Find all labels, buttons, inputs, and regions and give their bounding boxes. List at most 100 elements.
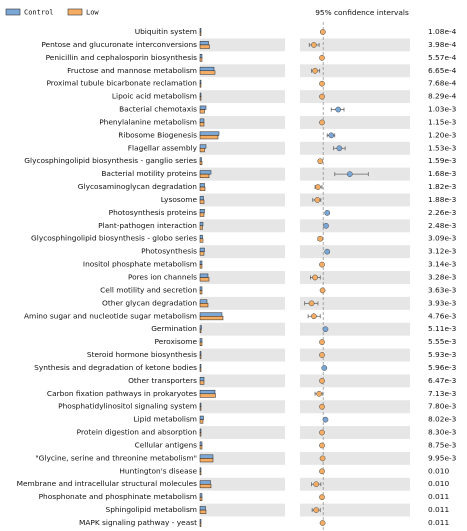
difference-point: [319, 261, 325, 268]
row-band: [200, 503, 285, 517]
difference-point: [323, 222, 329, 229]
difference-point: [313, 507, 320, 513]
bar: [199, 251, 205, 256]
bar: [199, 441, 203, 446]
p-value: 3.63e-3: [428, 285, 457, 294]
difference-point: [312, 67, 318, 74]
bar: [199, 299, 208, 304]
bar: [199, 286, 203, 291]
row-band: [300, 271, 410, 284]
p-value: 4.76e-3: [428, 311, 457, 320]
bar: [199, 493, 203, 498]
p-value: 6.65e-4: [428, 66, 457, 75]
difference-point: [319, 442, 325, 449]
category-label: Other glycan degradation: [102, 298, 197, 307]
bar: [199, 238, 204, 243]
row-band: [200, 374, 285, 388]
category-label: Phosphatidylinositol signaling system: [58, 402, 197, 411]
p-value: 3.14e-3: [428, 260, 457, 269]
category-label: Photosynthesis proteins: [109, 208, 197, 217]
bar: [199, 96, 202, 101]
bar: [199, 393, 216, 398]
row-band: [200, 322, 285, 336]
difference-point: [324, 210, 331, 216]
p-value: 5.93e-3: [428, 350, 457, 359]
p-value: 3.28e-3: [428, 273, 457, 282]
difference-point: [315, 184, 321, 190]
bar: [199, 92, 202, 97]
p-value: 7.13e-3: [428, 389, 457, 398]
bar: [199, 522, 202, 527]
bar: [199, 338, 203, 343]
chart-title: 95% confidence intervals: [315, 8, 409, 17]
difference-point: [308, 300, 315, 307]
row-band: [200, 426, 285, 440]
bar: [199, 183, 205, 188]
bar: [199, 160, 203, 166]
bar: [199, 109, 205, 114]
row-band: [200, 245, 285, 259]
row-band: [300, 64, 410, 78]
p-value: 3.98e-4: [428, 40, 457, 49]
category-label: Lysosome: [161, 195, 198, 204]
p-value: 5.11e-3: [428, 324, 457, 333]
difference-point: [319, 429, 325, 436]
bar: [199, 519, 202, 524]
bar: [199, 31, 202, 36]
difference-point: [317, 158, 324, 165]
bar: [199, 506, 206, 511]
bar: [199, 496, 203, 502]
bar: [199, 79, 202, 84]
bar: [199, 173, 210, 178]
category-label: Other transporters: [128, 376, 197, 385]
bar: [199, 28, 202, 33]
bar: [199, 170, 212, 175]
legend-label: Low: [86, 9, 99, 17]
category-label: Membrane and intracellular structural mo…: [17, 479, 198, 488]
difference-point: [322, 326, 329, 333]
difference-point: [319, 494, 325, 501]
category-label: Synthesis and degradation of ketone bodi…: [34, 363, 197, 372]
p-value: 7.80e-3: [428, 402, 457, 411]
bar: [199, 402, 202, 407]
bar: [199, 135, 219, 140]
row-band: [200, 451, 285, 465]
row-band: [200, 348, 285, 362]
p-value: 5.96e-3: [428, 363, 457, 372]
p-value: 1.03e-3: [428, 105, 457, 114]
bar: [199, 83, 202, 88]
p-value: 8.29e-4: [428, 92, 457, 101]
category-label: Ribosome Biogenesis: [118, 130, 197, 139]
bar: [199, 312, 223, 317]
category-label: Proximal tubule bicarbonate reclamation: [46, 79, 197, 88]
bar: [199, 364, 202, 369]
category-label: Plant-pathogen interaction: [98, 221, 197, 230]
bar: [199, 432, 202, 437]
bar: [199, 290, 203, 295]
category-label: Inositol phosphate metabolism: [83, 260, 197, 269]
bar: [199, 415, 204, 420]
p-value: 3.12e-3: [428, 247, 457, 256]
difference-point: [336, 145, 343, 152]
row-band: [300, 245, 410, 259]
bar: [199, 428, 202, 433]
difference-point: [319, 54, 325, 61]
category-label: Sphingolipid metabolism: [106, 505, 197, 514]
category-label: Flagellar assembly: [128, 143, 198, 152]
bar: [199, 351, 202, 356]
difference-point: [311, 42, 317, 48]
difference-point: [316, 390, 322, 397]
category-label: Fructose and mannose metabolism: [67, 66, 197, 75]
bar: [199, 144, 207, 149]
bar: [199, 316, 224, 321]
p-value: 0.011: [428, 505, 449, 514]
bar: [199, 419, 204, 424]
category-label: Glycosphingolipid biosynthesis - globo s…: [31, 234, 197, 243]
row-band: [200, 167, 285, 181]
category-label: Bacterial motility proteins: [101, 169, 197, 178]
category-label: Pores ion channels: [128, 273, 197, 282]
row-band: [300, 219, 410, 233]
p-value: 1.88e-3: [428, 195, 457, 204]
bar: [199, 122, 205, 127]
